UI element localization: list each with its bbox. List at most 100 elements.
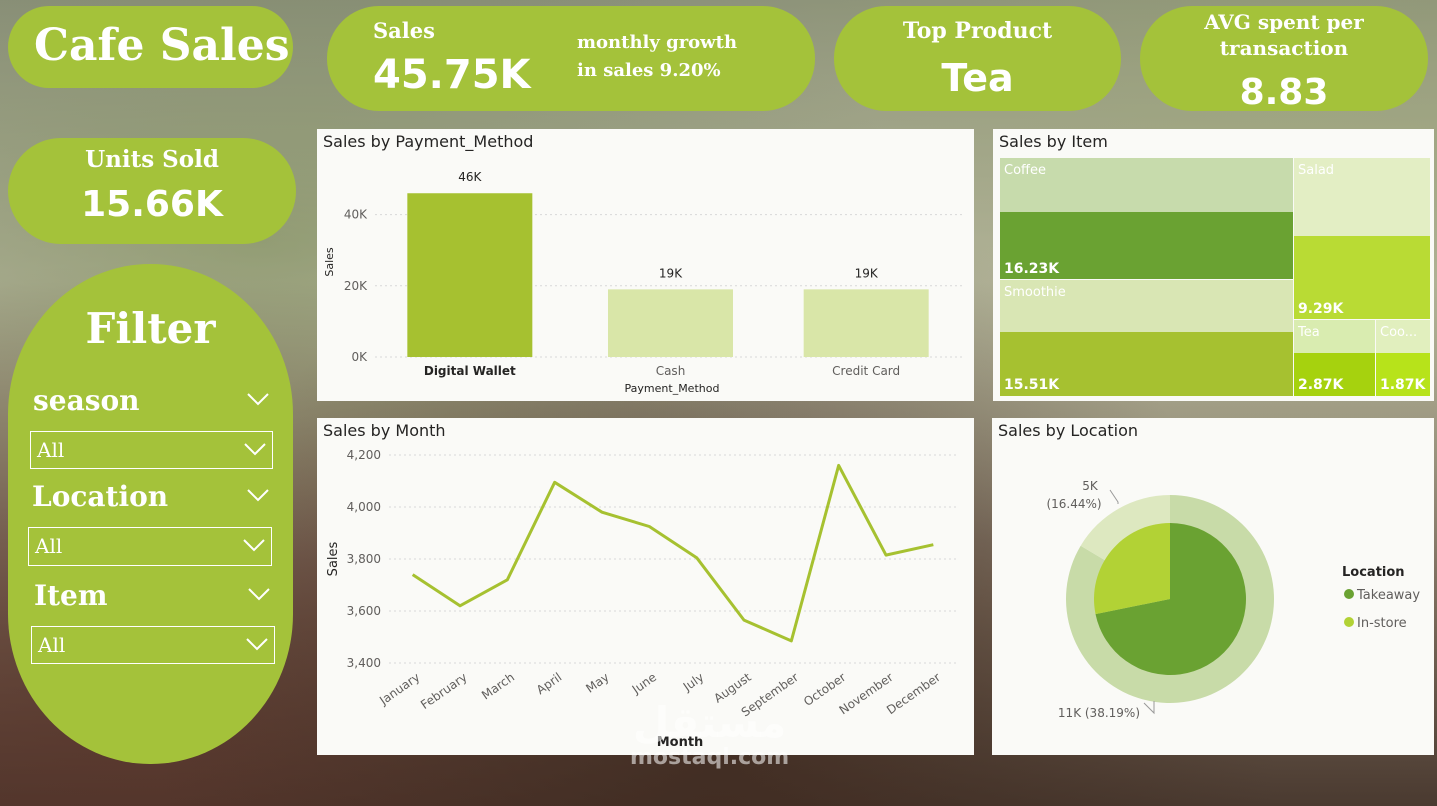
filter-panel: Filter <box>8 264 293 764</box>
x-tick-label: February <box>418 670 470 712</box>
growth-line2: in sales 9.20% <box>577 60 721 81</box>
treemap-cell-coffee[interactable]: Coffee 16.23K <box>999 157 1295 281</box>
y-tick-label: 3,600 <box>347 604 381 618</box>
legend-item[interactable]: In-store <box>1357 616 1407 631</box>
x-tick-label: July <box>680 670 707 694</box>
watermark: مستقل mostaql.com <box>630 700 789 770</box>
avg-label-line1: AVG spent per <box>1204 10 1364 34</box>
units-value: 15.66K <box>81 184 223 225</box>
x-tick-label: June <box>629 670 659 697</box>
chevron-down-icon[interactable] <box>247 488 269 502</box>
treemap-cell-other[interactable]: Coo... 1.87K <box>1375 319 1431 397</box>
chevron-down-icon <box>246 638 268 651</box>
pie-slice[interactable] <box>1094 523 1170 615</box>
bar[interactable] <box>407 193 533 357</box>
bar[interactable] <box>608 289 733 357</box>
units-card: Units Sold 15.66K <box>8 138 296 244</box>
chevron-down-icon[interactable] <box>247 392 269 406</box>
watermark-latin: mostaql.com <box>630 745 790 770</box>
top-product-value: Tea <box>941 56 1014 100</box>
treemap-item-value: 9.29K <box>1298 301 1344 317</box>
sales-card: Sales 45.75K monthly growth in sales 9.2… <box>327 6 815 111</box>
x-tick-label: January <box>376 670 422 708</box>
item-chart-title: Sales by Item <box>999 132 1108 151</box>
treemap-item-value: 1.87K <box>1380 377 1426 393</box>
y-tick-label: 3,400 <box>347 656 381 670</box>
treemap-item-value: 16.23K <box>1004 261 1060 277</box>
bar-data-label: 46K <box>458 170 482 184</box>
avg-card: AVG spent per transaction 8.83 <box>1140 6 1428 113</box>
chevron-down-icon[interactable] <box>248 587 270 601</box>
slicer-location-dropdown[interactable]: All <box>28 527 272 566</box>
treemap-cell-header <box>1376 320 1430 353</box>
legend-item[interactable]: Takeaway <box>1356 588 1420 603</box>
slicer-item-dropdown[interactable]: All <box>31 626 275 664</box>
treemap-item-name: Coffee <box>1004 163 1046 178</box>
location-pie-chart: 5K (16.44%) 11K (38.19%) Location Takeaway In… <box>1046 479 1420 720</box>
top-product-card: Top Product Tea <box>834 6 1121 111</box>
y-tick-label: 4,200 <box>347 448 381 462</box>
payment-chart-panel: Sales by Payment_Method 0K 20K 40K 46K Digit… <box>317 129 974 401</box>
bar-data-label: 19K <box>855 266 879 280</box>
pie-slice[interactable] <box>1095 523 1246 675</box>
leader-line <box>1143 701 1155 715</box>
avg-value: 8.83 <box>1239 72 1329 113</box>
x-tick-label: December <box>884 670 943 717</box>
treemap-cell-header <box>1294 158 1430 236</box>
y-axis-label: Sales <box>326 541 341 576</box>
treemap-item-name: Tea <box>1298 325 1320 340</box>
filter-title: Filter <box>85 304 216 353</box>
ring-data-label: 5K <box>1082 479 1099 493</box>
chevron-down-icon <box>243 539 265 552</box>
x-tick-label: April <box>534 670 565 697</box>
payment-chart-title: Sales by Payment_Method <box>323 132 534 151</box>
ring-data-label: (16.44%) <box>1046 497 1101 511</box>
location-chart-panel: Sales by Location 5K (16.44%) 11K (38.19%)… <box>992 418 1434 755</box>
chevron-down-icon <box>244 443 266 456</box>
treemap-cell-header <box>1000 158 1294 212</box>
y-tick-label: 20K <box>344 279 368 293</box>
sales-label: Sales <box>373 18 435 43</box>
units-label: Units Sold <box>85 146 219 173</box>
growth-line1: monthly growth <box>577 32 738 53</box>
bar-data-label: 19K <box>659 266 683 280</box>
slicer-season-value: All <box>37 438 65 462</box>
treemap-cell-header <box>1000 280 1294 332</box>
treemap-item-name: Smoothie <box>1004 285 1066 300</box>
treemap-item-value: 2.87K <box>1298 377 1344 393</box>
legend-marker[interactable] <box>1344 589 1354 599</box>
series-line[interactable] <box>411 463 934 643</box>
slicer-season-dropdown[interactable]: All <box>30 431 273 469</box>
treemap-cell-salad[interactable]: Salad 9.29K <box>1293 157 1431 321</box>
top-product-label: Top Product <box>902 18 1053 44</box>
x-tick-label: May <box>583 670 611 696</box>
y-tick-label: 3,800 <box>347 552 381 566</box>
treemap-cell-smoothie[interactable]: Smoothie 15.51K <box>999 279 1295 397</box>
treemap-cell-header <box>1294 320 1376 353</box>
y-axis-label: Sales <box>323 247 336 277</box>
slicer-location-label: Location <box>32 480 169 513</box>
dashboard-title: Cafe Sales <box>34 20 290 71</box>
treemap-item-name: Salad <box>1298 163 1335 178</box>
leader-line <box>1109 489 1119 504</box>
watermark-arabic: مستقل <box>632 698 787 747</box>
slicer-season-label: season <box>33 384 140 417</box>
y-tick-label: 0K <box>351 350 368 364</box>
title-pill: Cafe Sales <box>8 6 293 88</box>
location-chart-title: Sales by Location <box>998 421 1139 440</box>
treemap-item-name: Coo... <box>1380 325 1418 340</box>
treemap-cell-tea[interactable]: Tea 2.87K <box>1293 319 1377 397</box>
avg-label-line2: transaction <box>1219 36 1349 60</box>
legend-marker[interactable] <box>1344 617 1354 627</box>
x-axis-label: Month <box>657 735 704 750</box>
ring-data-label: 11K (38.19%) <box>1058 706 1140 720</box>
bar[interactable] <box>803 289 929 357</box>
treemap-item-value: 15.51K <box>1004 377 1060 393</box>
payment-bar-chart: 0K 20K 40K 46K Digital Wallet 19K Cash 19K Credi… <box>323 170 962 395</box>
sales-value: 45.75K <box>373 52 531 98</box>
slicer-item-value: All <box>38 633 66 657</box>
month-chart-title: Sales by Month <box>323 421 446 440</box>
x-tick-label: Cash <box>656 364 686 378</box>
month-chart-panel: Sales by Month 3,400 3,600 3,800 4,000 4,200… <box>317 418 974 755</box>
slicer-item-label: Item <box>34 579 108 612</box>
